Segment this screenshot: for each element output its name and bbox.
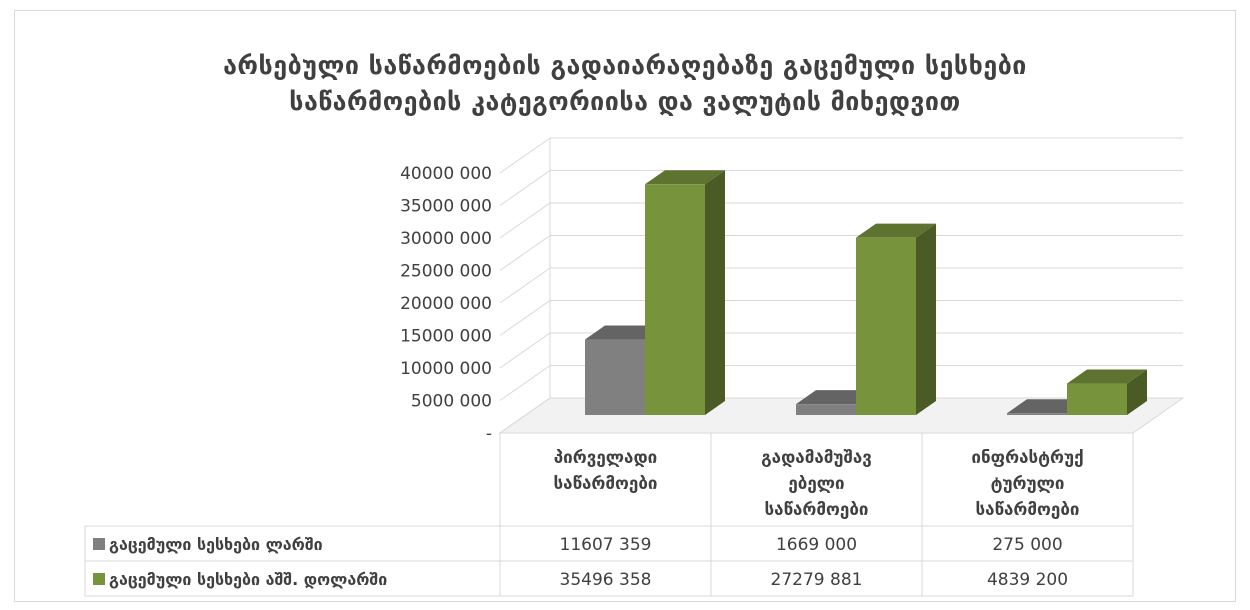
y-tick-label: 35000 000	[400, 197, 492, 217]
gridline-side	[499, 300, 551, 336]
y-tick-label: 20000 000	[400, 294, 492, 314]
y-tick-label: 30000 000	[400, 229, 492, 249]
bar	[645, 184, 705, 415]
chart-title: არსებული საწარმოების გადაიარაღებაზე გაცე…	[0, 48, 1250, 120]
gridline-side	[499, 235, 551, 271]
gridline-side	[499, 170, 551, 206]
gridline-side	[499, 397, 551, 434]
data-label: 4839 200	[987, 570, 1068, 590]
chart-title-line-1: არსებული საწარმოების გადაიარაღებაზე გაცე…	[223, 51, 1027, 80]
x-tick-label: პირველადი	[554, 448, 657, 468]
bar	[1007, 413, 1067, 415]
gridline-side	[499, 202, 551, 239]
y-tick-label: 15000 000	[400, 327, 492, 347]
data-label: 11607 359	[560, 535, 652, 555]
bar-side	[916, 223, 936, 415]
data-label: 35496 358	[560, 570, 652, 590]
bar	[1067, 383, 1127, 415]
gridline-side	[499, 365, 551, 401]
bar-side	[1127, 369, 1147, 415]
x-tick-label: საწარმოები	[765, 500, 869, 520]
bar	[585, 339, 645, 415]
x-tick-label: გადამამუშავ	[761, 448, 872, 468]
y-tick-label: 10000 000	[400, 359, 492, 379]
y-tick-label: -	[486, 424, 492, 444]
gridline-side	[499, 332, 551, 369]
legend-label: გაცემული სესხები ლარში	[109, 535, 323, 554]
chart-title-line-2: საწარმოების კატეგორიისა და ვალუტის მიხედ…	[289, 87, 961, 116]
legend-swatch	[93, 538, 105, 550]
y-tick-label: 5000 000	[411, 392, 492, 412]
bar	[856, 237, 916, 415]
legend-label: გაცემული სესხები აშშ. დოლარში	[109, 570, 387, 589]
bar-side	[705, 170, 725, 415]
gridline-side	[499, 137, 551, 174]
data-label: 27279 881	[771, 570, 863, 590]
y-tick-label: 25000 000	[400, 262, 492, 282]
x-tick-label: საწარმოები	[554, 474, 658, 494]
x-tick-label: საწარმოები	[976, 500, 1080, 520]
bar-top	[856, 223, 936, 238]
chart-frame	[14, 10, 1236, 602]
x-tick-label: ებელი	[788, 474, 844, 494]
bar	[796, 404, 856, 415]
gridline-side	[499, 267, 551, 304]
legend-swatch	[93, 573, 105, 585]
data-label: 275 000	[992, 535, 1062, 555]
x-tick-label: ტურული	[991, 474, 1065, 494]
bar-top	[1067, 369, 1147, 384]
y-tick-label: 40000 000	[400, 164, 492, 184]
bar-top	[645, 170, 725, 185]
x-tick-label: ინფრასტრუქ	[971, 448, 1083, 468]
data-label: 1669 000	[776, 535, 857, 555]
